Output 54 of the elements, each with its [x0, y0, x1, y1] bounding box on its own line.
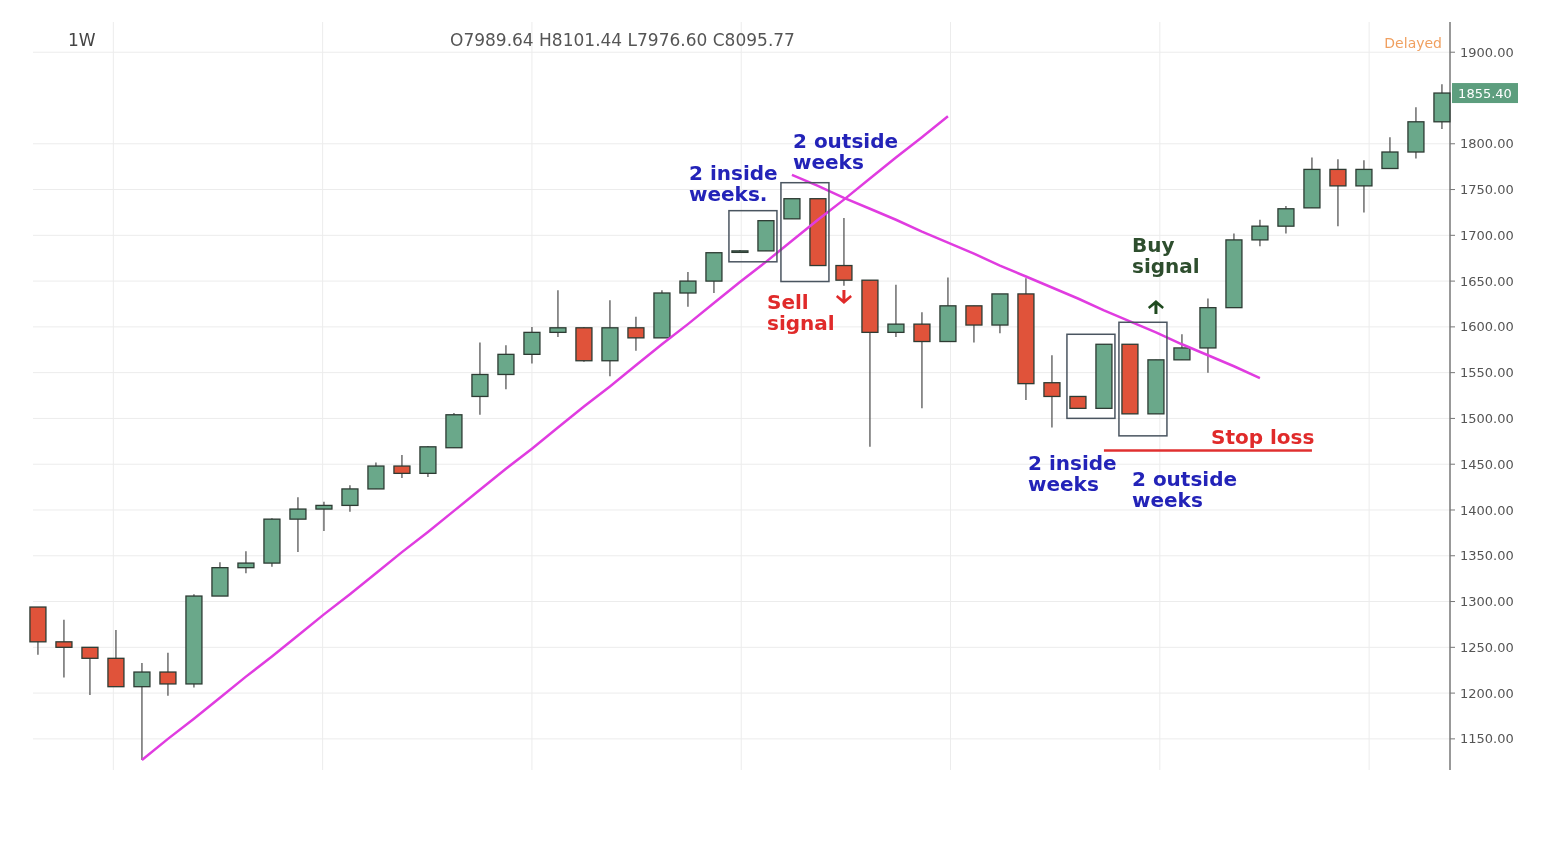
candlestick [133, 662, 151, 761]
y-tick-label: 1200.00 [1460, 685, 1514, 701]
candlestick [55, 619, 73, 679]
y-tick-label: 1550.00 [1460, 365, 1514, 381]
annotation: Sell signal [767, 290, 835, 335]
y-tick-label: 1400.00 [1460, 502, 1514, 518]
candlestick [523, 326, 541, 365]
candlestick [471, 341, 489, 416]
candlestick [367, 461, 385, 490]
candlestick [237, 550, 255, 574]
annotation: 2 outside weeks [1132, 467, 1238, 512]
y-tick-label: 1350.00 [1460, 548, 1514, 564]
annotation: Buy signal [1132, 233, 1200, 278]
text: 1855.40 [1458, 85, 1512, 101]
candlestick [1251, 219, 1269, 247]
candlestick [1277, 205, 1295, 235]
y-tick-label: 1600.00 [1460, 319, 1514, 335]
annotation: 2 outside weeks [793, 129, 899, 174]
candlestick [913, 311, 931, 410]
candlestick [679, 271, 697, 308]
candlestick [1355, 159, 1373, 214]
candlestick [1329, 158, 1347, 227]
candlestick [81, 646, 99, 696]
y-tick-label: 1900.00 [1460, 44, 1514, 60]
y-tick-label: 1300.00 [1460, 594, 1514, 610]
y-tick-label: 1450.00 [1460, 456, 1514, 472]
y-tick-label: 1250.00 [1460, 639, 1514, 655]
annotation: 2 inside weeks. [689, 161, 778, 206]
candlestick [1173, 333, 1191, 361]
candlestick [393, 454, 411, 479]
candlestick [835, 217, 853, 287]
candlestick [315, 501, 333, 532]
text: 1W [68, 30, 96, 50]
y-tick-label: 1800.00 [1460, 136, 1514, 152]
candlestick [159, 652, 177, 697]
annotation: Stop loss [1211, 425, 1315, 450]
candlestick [1381, 136, 1399, 170]
candlestick [497, 344, 515, 390]
annotation: O7989.64 H8101.44 L7976.60 C8095.77 [450, 30, 795, 50]
candlestick [887, 284, 905, 338]
candlestick [627, 316, 645, 352]
y-tick-label: 1150.00 [1460, 731, 1514, 747]
annotation: 2 inside weeks [1028, 451, 1117, 496]
annotation: Delayed [1384, 35, 1442, 51]
y-tick-label: 1500.00 [1460, 410, 1514, 426]
candlestick [1043, 354, 1061, 429]
y-tick-label: 1750.00 [1460, 182, 1514, 198]
candlestick [783, 198, 801, 220]
y-tick-label: 1650.00 [1460, 273, 1514, 289]
candlestick [965, 305, 983, 344]
candlestick [289, 496, 307, 553]
candlestick [341, 484, 359, 513]
candlestick [549, 289, 567, 338]
y-tick-label: 1700.00 [1460, 227, 1514, 243]
